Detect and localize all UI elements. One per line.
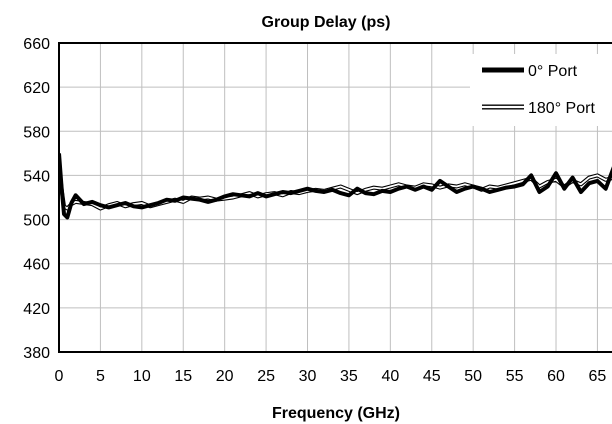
y-tick-label: 460 [23,257,50,274]
x-tick-label: 10 [133,368,151,385]
x-tick-label: 55 [506,368,524,385]
x-tick-label: 20 [216,368,234,385]
legend-label-0-port: 0° Port [528,63,578,80]
legend-background [470,54,612,126]
x-tick-label: 50 [464,368,482,385]
legend-label-180-port: 180° Port [528,100,595,117]
y-tick-labels: 380 420 460 500 540 580 620 660 [23,36,50,362]
chart-title: Group Delay (ps) [262,14,391,31]
y-tick-label: 580 [23,124,50,141]
y-tick-label: 540 [23,168,50,185]
y-tick-label: 380 [23,345,50,362]
series-0-port-line [59,153,612,220]
plot-frame [58,42,612,353]
x-axis-title: Frequency (GHz) [272,405,400,422]
x-tick-label: 15 [174,368,192,385]
y-tick-label: 500 [23,213,50,230]
series-layer [59,153,612,220]
x-tick-label: 35 [340,368,358,385]
x-tick-labels: 0 5 10 15 20 25 30 35 40 45 50 55 60 65 [55,368,607,385]
x-tick-label: 0 [55,368,64,385]
x-tick-label: 65 [589,368,607,385]
x-tick-label: 30 [299,368,317,385]
x-tick-label: 40 [381,368,399,385]
y-tick-label: 420 [23,301,50,318]
x-tick-label: 5 [96,368,105,385]
x-tick-label: 45 [423,368,441,385]
x-tick-label: 25 [257,368,275,385]
y-tick-label: 620 [23,80,50,97]
legend: 0° Port 180° Port [470,54,612,126]
y-tick-label: 660 [23,36,50,53]
x-tick-label: 60 [547,368,565,385]
